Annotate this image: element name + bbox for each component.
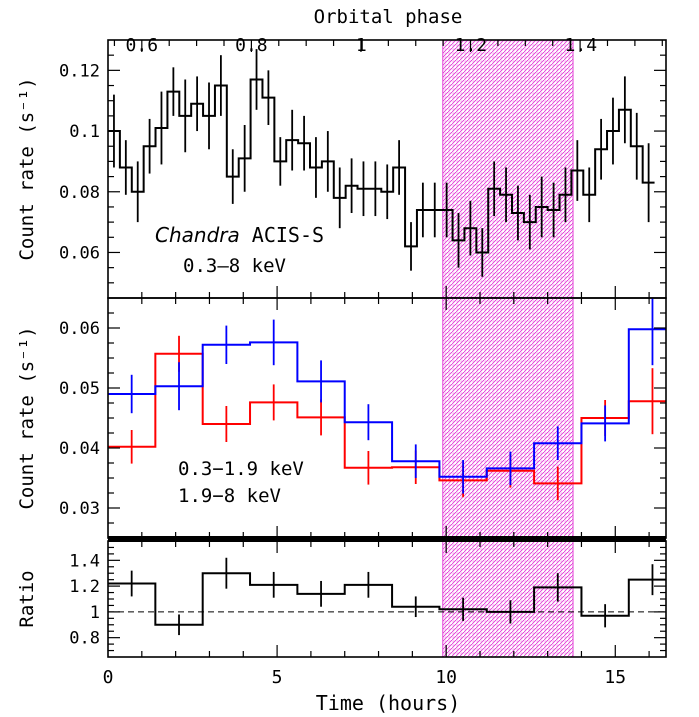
panel-separator <box>108 536 666 542</box>
legend-hard-band: 1.9−8 keV <box>178 485 281 507</box>
y-tick-label: 0.04 <box>59 439 100 459</box>
shaded-phase-region <box>442 40 573 298</box>
phase-tick-label: 0.6 <box>126 35 159 56</box>
top-axis-label: Orbital phase <box>314 6 463 28</box>
panel-hardness-ratio: 0.8 1 1.2 1.4 Ratio <box>16 540 667 658</box>
y-tick-label: 0.06 <box>59 243 100 263</box>
series-step-line <box>108 572 666 626</box>
series-step-line <box>108 352 666 485</box>
panel-count-rate-total: 0.06 0.08 0.1 0.12 Count rate (s⁻¹) <box>16 39 667 299</box>
panel-count-rate-bands: 0.03 0.04 0.05 0.06 Count rate (s⁻¹) <box>16 297 667 539</box>
phase-tick-label: 0.8 <box>235 35 268 56</box>
y-tick-label: 1.4 <box>69 551 100 571</box>
x-tick-label: 5 <box>272 667 283 688</box>
energy-band-annotation: 0.3–8 keV <box>183 255 286 277</box>
shaded-phase-region <box>442 298 573 538</box>
phase-tick-label: 1.4 <box>565 35 598 56</box>
y-axis-label: Count rate (s⁻¹) <box>16 77 38 260</box>
y-tick-label: 0.12 <box>59 61 100 81</box>
y-tick-label: 0.08 <box>59 183 100 203</box>
x-axis-label: Time (hours) <box>316 691 461 715</box>
x-tick-label: 10 <box>435 667 457 688</box>
y-tick-label: 0.03 <box>59 499 100 519</box>
series-step-line <box>108 328 666 478</box>
y-tick-label: 0.05 <box>59 379 100 399</box>
y-tick-label: 1 <box>90 603 100 623</box>
series-step-line <box>108 78 655 254</box>
y-tick-label: 1.2 <box>69 577 100 597</box>
phase-tick-label: 1.2 <box>455 35 488 56</box>
x-tick-label: 0 <box>103 667 114 688</box>
y-axis-label: Count rate (s⁻¹) <box>16 326 38 509</box>
phase-tick-label: 1 <box>356 35 367 56</box>
y-tick-label: 0.1 <box>69 122 100 142</box>
y-tick-label: 0.06 <box>59 319 100 339</box>
legend-soft-band: 0.3−1.9 keV <box>178 458 304 480</box>
shaded-phase-region <box>442 541 573 657</box>
x-tick-label: 15 <box>604 667 626 688</box>
instrument-annotation: Chandra ACIS-S <box>155 223 324 247</box>
y-tick-label: 0.8 <box>69 629 100 649</box>
y-axis-label: Ratio <box>16 570 38 627</box>
